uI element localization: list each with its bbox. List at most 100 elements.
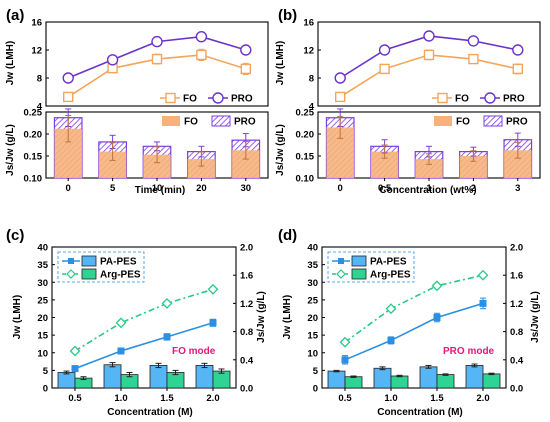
panel-c-left-y-tick-label: 40 xyxy=(37,243,48,254)
panel-b-fo-jw-point xyxy=(468,53,479,65)
panel-c-mode-label: FO mode xyxy=(172,346,216,357)
panel-d-right-y-tick-label: 0.8 xyxy=(510,327,523,338)
panel-c-right-y-tick-label: 2.0 xyxy=(240,243,253,254)
panel-b-bottom-ylabel: Js/Jw (g/L) xyxy=(275,124,286,176)
panel-c-legend-arg-pes-label: Arg-PES xyxy=(100,270,141,281)
panel-c-right-y-tick-label: 0.0 xyxy=(240,384,253,395)
panel-d-pa-pes-bar xyxy=(327,370,346,389)
panel-d-arg-pes-point xyxy=(431,280,443,292)
panel-b-fo-jw-point xyxy=(423,49,435,61)
panel-c-label: (c) xyxy=(6,227,24,244)
panel-d-right-y-tick-label: 0.4 xyxy=(510,355,524,366)
panel-a-x-tick-label: 0 xyxy=(66,183,71,194)
panel-b-pro-jw-point xyxy=(378,44,391,56)
panel-a-fo-bar xyxy=(187,159,216,178)
panel-d-arg-pes-point xyxy=(477,269,489,281)
panel-c-x-tick-label: 1.5 xyxy=(160,393,174,404)
panel-c-pa-pes-bar xyxy=(103,364,122,389)
panel-b-x-tick-label: 0.5 xyxy=(378,183,392,194)
panel-b-legend-pro-label: PRO xyxy=(503,94,525,105)
panel-d-legend-pa-pes-label: PA-PES xyxy=(370,257,407,268)
panel-a-legend-fo-bar xyxy=(162,116,180,126)
panel-d-left-y-tick-label: 40 xyxy=(307,243,318,254)
panel-c-legend-pa-pes-label: PA-PES xyxy=(100,257,137,268)
panel-a-top-ylabel: Jw (LMH) xyxy=(5,41,16,85)
panel-b-legend-fo-bar-label: FO xyxy=(456,117,470,128)
panel-d-pa-pes-point xyxy=(479,299,487,307)
panel-c-left-y-tick-label: 10 xyxy=(37,348,48,359)
panel-b-x-tick-label: 0 xyxy=(338,183,343,194)
panel-d-left-y-tick-label: 15 xyxy=(307,331,318,342)
panel-c-pa-pes-point xyxy=(117,347,125,355)
panel-d-x-tick-label: 1.5 xyxy=(430,393,444,404)
panel-b-top-y-tick-label: 12 xyxy=(303,46,314,57)
panel-d-left-y-tick-label: 10 xyxy=(307,348,318,359)
panel-b-fo-jw-point xyxy=(335,91,346,103)
panel-a-fo-jw-point xyxy=(63,91,74,103)
panel-c-right-ylabel: Js/Jw (g/L) xyxy=(256,291,267,343)
panel-a-fo-jw-point xyxy=(151,53,163,65)
panel-b-legend-fo-label: FO xyxy=(455,94,469,105)
panel-b-x-tick-label: 2 xyxy=(471,183,476,194)
panel-a-fo-jw-point xyxy=(196,49,207,61)
panel-c-legend-arg-pes-marker xyxy=(66,269,76,279)
panel-d-arg-pes-bar xyxy=(344,376,363,389)
panel-d-pa-pes-line xyxy=(344,302,484,361)
panel-c-left-y-tick-label: 35 xyxy=(37,260,48,271)
panel-b-pro-jw-point xyxy=(423,30,435,42)
panel-d-pa-pes-point xyxy=(433,314,441,321)
panel-d-pa-pes-bar xyxy=(373,367,392,389)
panel-a-pro-jw-point xyxy=(240,44,252,56)
panel-a-x-tick-label: 10 xyxy=(152,183,163,194)
panel-a-pro-jw-point xyxy=(195,31,208,43)
panel-c-pa-pes-bar xyxy=(149,365,168,389)
panel-d-legend-pa-pes-bar xyxy=(351,255,367,267)
panel-d-left-y-tick-label: 5 xyxy=(313,366,319,377)
panel-d-arg-pes-bar xyxy=(436,374,455,389)
panel-c-x-tick-label: 1.0 xyxy=(114,393,127,404)
panel-b-fo-jw-point xyxy=(512,63,523,75)
panel-d-pa-pes-bar xyxy=(419,366,438,389)
panel-a-pro-jw-point xyxy=(62,72,74,84)
panel-a-x-tick-label: 20 xyxy=(196,183,207,194)
panel-d-arg-pes-point xyxy=(339,336,351,348)
panel-a-bottom-y-tick-label: 0.20 xyxy=(24,130,43,141)
panel-c-arg-pes-point xyxy=(115,317,127,329)
panel-d-xlabel: Concentration (M) xyxy=(377,407,463,418)
panel-c-left-y-tick-label: 0 xyxy=(43,384,48,395)
panel-c-right-y-tick-label: 1.2 xyxy=(240,299,253,310)
panel-d-pa-pes-point xyxy=(341,356,349,364)
panel-b-legend-pro-bar-label: PRO xyxy=(506,117,528,128)
panel-a-bottom-y-tick-label: 0.15 xyxy=(24,152,43,163)
panel-a-fo-jw-point xyxy=(240,63,252,75)
panel-d-x-tick-label: 2.0 xyxy=(476,393,489,404)
panel-c-left-y-tick-label: 5 xyxy=(43,366,49,377)
panel-b-top-y-tick-label: 4 xyxy=(309,102,315,113)
panel-a-top-frame xyxy=(45,21,269,107)
panel-d-left-y-tick-label: 20 xyxy=(307,313,318,324)
panel-c-legend-pa-pes-bar xyxy=(81,255,97,267)
panel-b-bottom-y-tick-label: 0.20 xyxy=(296,130,315,141)
panel-c-x-tick-label: 2.0 xyxy=(206,393,219,404)
panel-a-legend-pro-label: PRO xyxy=(231,94,253,105)
panel-b-legend-fo-marker xyxy=(437,92,448,104)
panel-b-top-ylabel: Jw (LMH) xyxy=(275,41,286,85)
panel-a-bottom-y-tick-label: 0.25 xyxy=(24,108,43,119)
panel-a-label: (a) xyxy=(6,7,24,24)
panel-c-legend-arg-pes-bar xyxy=(81,268,97,280)
panel-d-right-y-tick-label: 0.0 xyxy=(510,384,523,395)
panel-c-left-y-tick-label: 15 xyxy=(37,331,48,342)
panel-a-bottom-y-tick-label: 0.10 xyxy=(24,174,43,185)
panel-d-left-ylabel: Jw (LMH) xyxy=(282,295,293,339)
panel-c-arg-pes-point xyxy=(69,345,81,357)
panel-c-left-y-tick-label: 25 xyxy=(37,295,48,306)
panel-c-pa-pes-point xyxy=(71,365,79,373)
panel-a-legend-fo-bar-label: FO xyxy=(184,117,198,128)
panel-c-left-y-tick-label: 30 xyxy=(37,278,48,289)
panel-b-bottom-y-tick-label: 0.10 xyxy=(296,174,315,185)
panel-b-pro-jw-point xyxy=(334,72,346,84)
panel-c-arg-pes-point xyxy=(207,283,219,295)
panel-c-xlabel: Concentration (M) xyxy=(107,407,193,418)
panel-d-arg-pes-bar xyxy=(482,373,501,389)
